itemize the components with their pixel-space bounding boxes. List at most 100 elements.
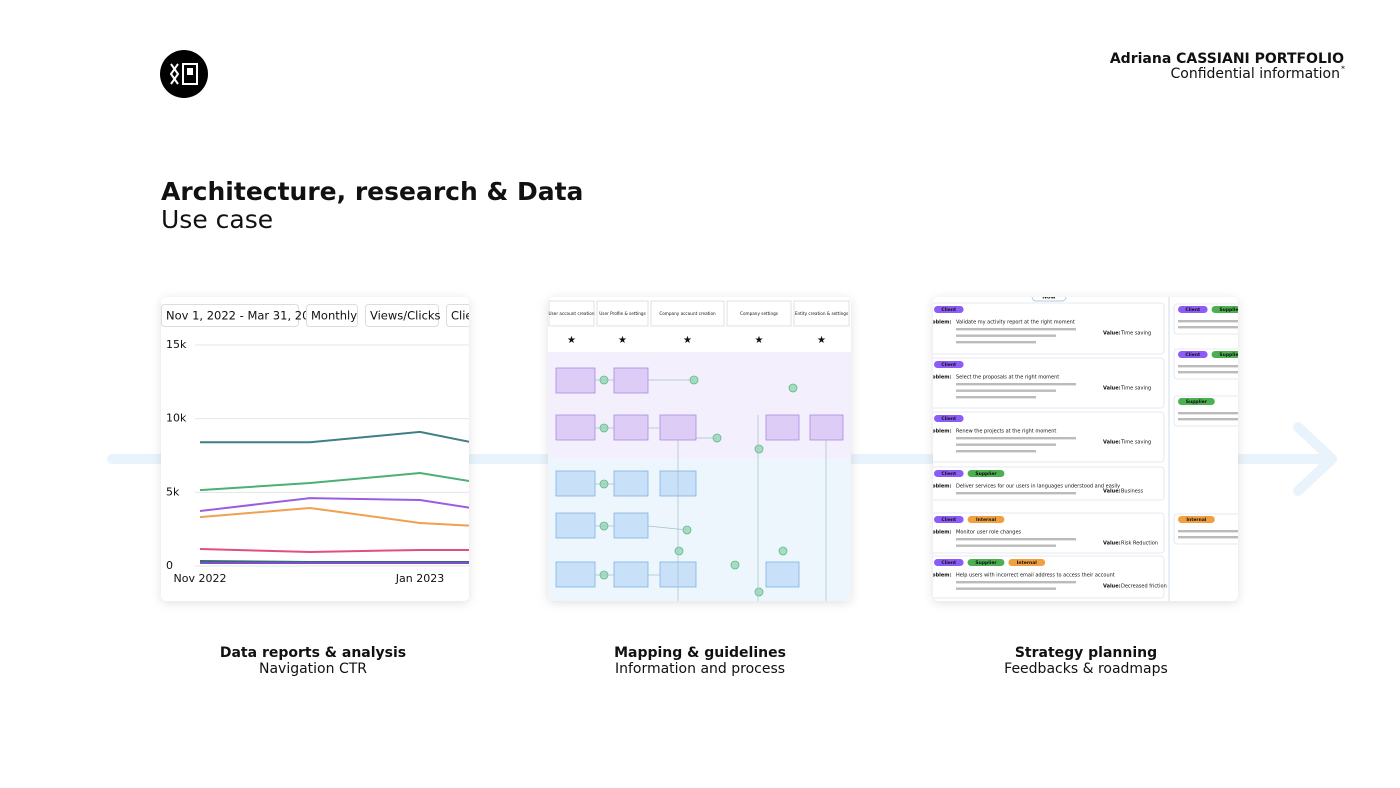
tag — [934, 361, 964, 368]
column-star: ★ — [817, 335, 826, 346]
problem-label: Problem: — [926, 484, 951, 490]
tag-label: Client — [941, 517, 957, 523]
text-line — [956, 328, 1076, 331]
column-header — [726, 300, 792, 327]
series-line — [199, 548, 469, 554]
column-label: Now — [1042, 295, 1055, 301]
column-star: ★ — [567, 335, 576, 346]
tag — [967, 559, 1005, 566]
x-tick-label: Jan 2023 — [395, 572, 444, 585]
tag — [1178, 398, 1215, 405]
section-title: Architecture, research & Data — [161, 177, 583, 206]
step-node — [754, 587, 764, 597]
process-box — [555, 512, 596, 539]
value-label: Value: — [1103, 584, 1121, 590]
step-node — [788, 383, 798, 393]
tag — [934, 559, 964, 566]
problem-text: Monitor user role changes — [956, 530, 1022, 536]
brand: Adriana CASSIANI PORTFOLIO — [1110, 51, 1344, 67]
step-node — [730, 560, 740, 570]
column-label: User account creation — [549, 311, 595, 316]
column-divider — [1168, 297, 1170, 601]
text-line — [956, 450, 1036, 453]
tag-label: Client — [941, 307, 957, 313]
text-line — [956, 443, 1056, 446]
column-star: ★ — [618, 335, 627, 346]
process-box — [555, 367, 596, 394]
column-star: ★ — [755, 335, 764, 346]
text-line — [1178, 536, 1238, 539]
process-box — [613, 470, 649, 497]
y-tick-label: 0 — [166, 559, 173, 572]
column-star: ★ — [683, 335, 692, 346]
card-title: Data reports & analysis — [220, 645, 406, 661]
problem-label: Problem: — [926, 573, 951, 579]
tag-label: Supplier — [1186, 399, 1208, 405]
value-label: Value: — [1103, 386, 1121, 392]
text-line — [1178, 320, 1238, 323]
process-box — [555, 470, 596, 497]
strategy-preview: Now Client Problem: Validate my activity re… — [926, 295, 1241, 601]
column-pill — [1031, 297, 1067, 302]
tag — [1008, 559, 1046, 566]
series-line — [199, 472, 469, 492]
filter-label: Nov 1, 2022 - Mar 31, 2023 — [166, 309, 324, 323]
column-header — [650, 300, 725, 327]
tag — [967, 516, 1005, 523]
text-line — [956, 538, 1076, 541]
text-line — [956, 437, 1076, 440]
tag-label: Client — [941, 471, 957, 477]
text-line — [1178, 530, 1238, 533]
tag — [1211, 306, 1238, 313]
value-label: Value: — [1103, 440, 1121, 446]
tag — [1178, 516, 1215, 523]
tag-label: Supplier — [975, 560, 997, 566]
section-subtitle: Use case — [161, 205, 273, 234]
text-line — [956, 389, 1056, 392]
text-line — [1178, 412, 1238, 415]
process-box — [659, 414, 697, 441]
text-line — [1178, 418, 1238, 421]
step-node — [754, 444, 764, 454]
column-header — [596, 300, 649, 327]
process-box — [555, 414, 596, 441]
step-node — [674, 546, 684, 556]
series-line — [200, 430, 469, 456]
problem-label: Problem: — [926, 375, 951, 381]
tag — [934, 516, 964, 523]
process-box — [613, 414, 649, 441]
value-text: Decreased friction — [1121, 584, 1167, 590]
connector — [647, 525, 688, 531]
value-text: Time saving — [1120, 386, 1151, 392]
process-box — [555, 561, 596, 588]
tag-label: Client — [941, 416, 957, 422]
filter-label: Clie — [451, 309, 473, 323]
text-line — [1178, 371, 1238, 374]
tag-label: Supplier — [1219, 352, 1241, 358]
text-line — [956, 581, 1076, 584]
series-line — [199, 497, 469, 519]
step-node — [778, 546, 788, 556]
card-subtitle: Information and process — [615, 661, 785, 677]
tag — [1178, 351, 1208, 358]
y-tick-label: 15k — [166, 338, 187, 351]
tag-label: Client — [941, 362, 957, 368]
text-line — [956, 544, 1056, 547]
filter-button — [446, 304, 469, 327]
tag — [934, 415, 964, 422]
tag — [1211, 351, 1238, 358]
tag-label: Client — [1185, 352, 1201, 358]
problem-text: Help users with incorrect email address … — [956, 573, 1115, 579]
column-label: Company account creation — [659, 311, 716, 316]
column-label: Company settings — [740, 311, 778, 316]
value-text: Risk Reduction — [1121, 541, 1158, 547]
tag-label: Supplier — [975, 471, 997, 477]
tag — [967, 470, 1005, 477]
column-header — [548, 300, 595, 327]
y-tick-label: 5k — [166, 485, 180, 498]
logo — [160, 50, 208, 98]
process-box — [613, 367, 649, 394]
problem-label: Problem: — [926, 320, 951, 326]
filter-label: Monthly — [311, 309, 357, 323]
